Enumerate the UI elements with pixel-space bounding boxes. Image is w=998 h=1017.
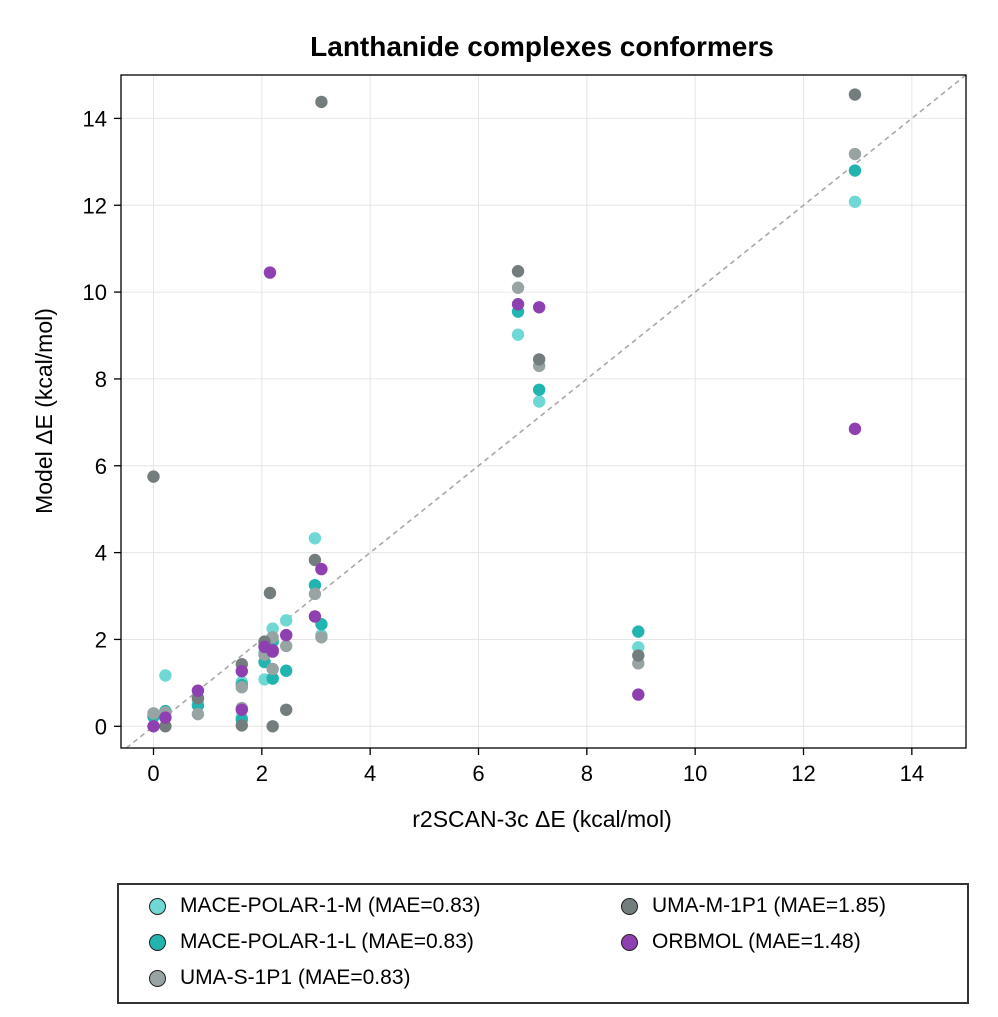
- series-orbmol: [147, 266, 862, 733]
- data-point: [308, 610, 322, 623]
- axis-ticks: 0 2 4 6 8 10 12 14 0 2 4 6 8 10 12 14: [83, 106, 925, 786]
- legend: MACE-POLAR-1-M (MAE=0.83) MACE-POLAR-1-L…: [117, 883, 969, 1004]
- data-point: [159, 711, 172, 724]
- data-point: [308, 578, 322, 592]
- data-point: [191, 707, 205, 721]
- data-point: [308, 532, 322, 545]
- data-point: [280, 628, 293, 642]
- data-point: [147, 470, 160, 483]
- legend-label: MACE-POLAR-1-M (MAE=0.83): [180, 894, 481, 917]
- data-point: [532, 353, 546, 366]
- y-tick-label: 6: [95, 454, 107, 479]
- data-point: [511, 281, 525, 294]
- data-point: [235, 703, 248, 716]
- data-point: [266, 622, 279, 635]
- data-point: [532, 395, 546, 408]
- data-point: [632, 649, 645, 662]
- y-tick-label: 4: [95, 541, 107, 566]
- scatter-chart: 0 2 4 6 8 10 12 14 0 2 4 6 8 10 12 14 Lanthanide comple…: [31, 31, 967, 832]
- data-point: [147, 707, 160, 720]
- legend-marker: [149, 969, 166, 987]
- data-point: [263, 586, 277, 600]
- series-uma-m-1p1: [147, 88, 862, 733]
- x-tick-label: 0: [147, 761, 159, 786]
- y-axis-label: Model ΔE (kcal/mol): [31, 308, 57, 514]
- data-point: [315, 95, 328, 109]
- legend-label: MACE-POLAR-1-L (MAE=0.83): [180, 930, 474, 953]
- data-point: [848, 422, 862, 436]
- legend-item-orbmol: ORBMOL (MAE=1.48): [621, 930, 861, 954]
- data-point: [315, 631, 328, 644]
- legend-marker: [621, 897, 638, 915]
- data-point: [848, 88, 862, 101]
- x-tick-label: 4: [364, 761, 376, 786]
- x-tick-label: 10: [683, 761, 707, 786]
- data-point: [159, 669, 172, 682]
- data-point: [266, 645, 279, 658]
- x-tick-label: 6: [472, 761, 484, 786]
- data-point: [266, 662, 279, 676]
- legend-marker: [621, 933, 638, 951]
- data-point: [159, 720, 172, 733]
- data-point: [266, 720, 279, 733]
- x-tick-label: 12: [791, 761, 815, 786]
- chart-title: Lanthanide complexes conformers: [310, 31, 774, 62]
- x-tick-label: 8: [581, 761, 593, 786]
- data-point: [280, 703, 293, 716]
- y-tick-label: 8: [95, 367, 107, 392]
- data-point: [532, 383, 546, 396]
- x-tick-label: 2: [256, 761, 268, 786]
- data-point: [511, 265, 525, 278]
- grid: [121, 75, 966, 748]
- data-point: [511, 328, 525, 341]
- data-point: [191, 684, 205, 697]
- identity-reference-line: [125, 74, 967, 749]
- legend-item-uma-s-1p1: UMA-S-1P1 (MAE=0.83): [149, 966, 411, 990]
- data-point: [308, 553, 322, 567]
- data-point: [308, 587, 322, 601]
- data-point: [235, 681, 248, 694]
- data-point: [848, 164, 862, 177]
- data-point: [263, 266, 277, 279]
- y-tick-label: 0: [95, 714, 107, 739]
- legend-label: UMA-M-1P1 (MAE=1.85): [652, 894, 886, 917]
- x-axis-label: r2SCAN-3c ΔE (kcal/mol): [412, 806, 671, 832]
- legend-item-mace-polar-1-l: MACE-POLAR-1-L (MAE=0.83): [149, 930, 474, 954]
- legend-item-mace-polar-1-m: MACE-POLAR-1-M (MAE=0.83): [149, 894, 480, 918]
- data-point: [632, 688, 645, 701]
- data-point: [147, 720, 160, 733]
- data-point: [532, 301, 546, 314]
- data-point: [848, 195, 862, 208]
- data-points: [147, 88, 862, 733]
- legend-item-uma-m-1p1: UMA-M-1P1 (MAE=1.85): [621, 894, 886, 918]
- data-point: [632, 625, 645, 638]
- data-point: [280, 664, 293, 677]
- legend-label: ORBMOL (MAE=1.48): [652, 930, 861, 953]
- legend-label: UMA-S-1P1 (MAE=0.83): [180, 966, 411, 989]
- y-tick-label: 12: [83, 193, 107, 218]
- x-tick-label: 14: [900, 761, 924, 786]
- y-tick-label: 10: [83, 280, 107, 305]
- data-point: [511, 298, 525, 311]
- data-point: [266, 672, 279, 685]
- y-tick-label: 14: [83, 106, 107, 131]
- data-point: [280, 614, 293, 627]
- data-point: [315, 562, 328, 576]
- series-uma-s-1p1: [147, 147, 862, 721]
- data-point: [235, 664, 248, 678]
- y-tick-label: 2: [95, 627, 107, 652]
- plot-area-frame: [120, 74, 967, 749]
- legend-marker: [149, 933, 166, 951]
- legend-marker: [149, 897, 166, 915]
- data-point: [280, 639, 293, 653]
- series-mace-polar-1-l: [147, 164, 862, 726]
- data-point: [235, 719, 248, 732]
- data-point: [848, 147, 862, 161]
